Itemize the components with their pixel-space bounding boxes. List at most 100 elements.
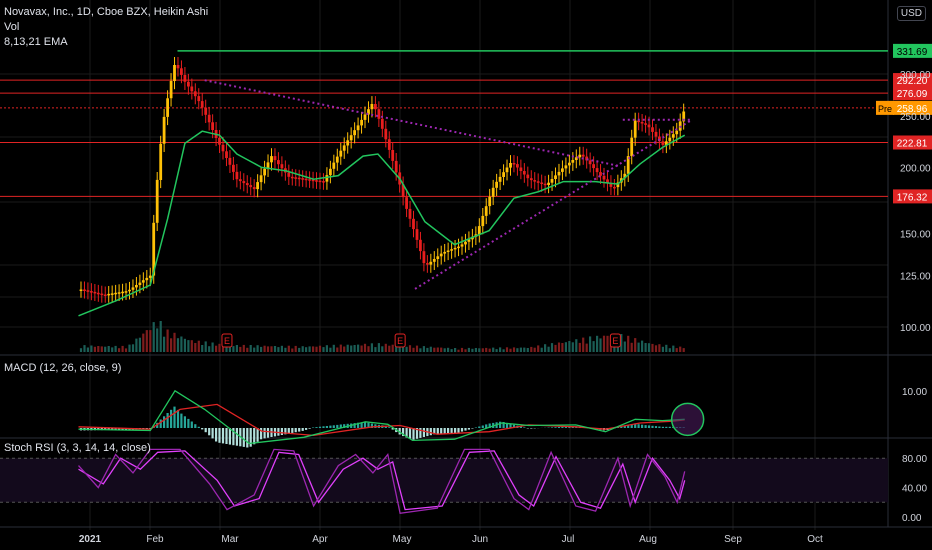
candle-body	[353, 130, 356, 136]
volume-bar	[260, 346, 263, 352]
candle-body	[630, 137, 634, 157]
macd-histogram-bar	[249, 428, 252, 447]
price-tick-label: 100.00	[900, 323, 931, 334]
candle-body	[519, 167, 523, 171]
candle-body	[498, 176, 502, 182]
level-badge	[893, 73, 932, 88]
volume-bar	[350, 345, 353, 352]
macd-histogram-bar	[474, 427, 477, 428]
pre-badge	[876, 100, 894, 115]
volume-bar	[121, 345, 124, 352]
volume-bar	[142, 333, 145, 352]
candle-body	[387, 139, 391, 150]
candle-body	[332, 162, 336, 169]
volume-bar	[131, 344, 135, 352]
candle-body	[446, 250, 450, 252]
macd-histogram-bar	[197, 426, 200, 428]
earnings-marker	[394, 333, 406, 348]
volume-bar	[107, 346, 110, 352]
volume-bar	[197, 340, 200, 352]
volume-bar	[239, 346, 242, 352]
macd-line	[78, 389, 685, 445]
volume-bar	[464, 349, 467, 352]
macd-histogram-bar	[287, 428, 290, 434]
candle-body	[432, 259, 436, 262]
macd-histogram-bar	[298, 428, 301, 432]
level-label: 176.32	[897, 192, 928, 203]
macd-histogram-bar	[180, 413, 183, 428]
volume-bar	[360, 345, 363, 352]
candle-body	[450, 249, 453, 251]
volume-bar	[312, 346, 315, 352]
volume-bar	[201, 345, 204, 352]
macd-histogram-bar	[433, 428, 436, 435]
volume-bar	[173, 332, 176, 352]
volume-bar	[665, 344, 668, 352]
macd-histogram-bar	[318, 426, 322, 428]
volume-bar	[557, 342, 561, 352]
macd-histogram-bar	[339, 424, 342, 428]
volume-bar	[204, 341, 207, 352]
macd-histogram-bar	[384, 425, 387, 428]
macd-histogram-bar	[284, 428, 287, 435]
macd-histogram-bar	[308, 428, 311, 429]
candle-body	[557, 171, 561, 176]
candle-body	[484, 206, 488, 216]
macd-histogram-bar	[260, 428, 263, 440]
time-tick-label: Apr	[312, 534, 328, 545]
macd-histogram-bar	[512, 424, 516, 428]
volume-bar	[152, 322, 155, 352]
candle-body	[651, 127, 654, 132]
macd-histogram-bar	[422, 428, 425, 437]
macd-histogram-bar	[415, 428, 419, 439]
macd-histogram-bar	[488, 423, 491, 428]
time-tick-label: Jun	[472, 534, 488, 545]
candle-body	[419, 239, 422, 252]
volume-legend: Vol	[4, 21, 20, 33]
candle-body	[664, 141, 668, 145]
currency-button[interactable]: USD	[896, 6, 926, 21]
stoch-k-line	[78, 448, 686, 515]
volume-bar	[440, 347, 443, 352]
time-tick-label: Feb	[146, 534, 164, 545]
candle-body	[495, 181, 498, 188]
volume-bar	[388, 345, 391, 352]
volume-bar	[599, 338, 602, 352]
macd-histogram-bar	[402, 428, 405, 437]
volume-bar	[488, 348, 491, 352]
candle-body	[141, 280, 145, 283]
candle-body	[263, 168, 266, 176]
volume-bar	[339, 344, 342, 352]
volume-bar	[602, 335, 606, 352]
candle-body	[211, 122, 214, 130]
volume-bar	[79, 348, 83, 352]
volume-bar	[582, 337, 585, 352]
volume-bar	[564, 342, 567, 352]
macd-histogram-bar	[450, 428, 453, 434]
candle-body	[671, 134, 675, 138]
volume-bar	[156, 328, 159, 352]
candle-body	[533, 180, 537, 182]
volume-bar	[145, 330, 148, 352]
candle-body	[297, 177, 301, 180]
candle-body	[509, 163, 512, 168]
volume-bar	[180, 336, 183, 352]
candle-body	[131, 287, 135, 290]
volume-bar	[502, 349, 505, 352]
macd-histogram-bar	[647, 425, 651, 428]
macd-histogram-bar	[329, 425, 332, 428]
candle-body	[83, 289, 86, 291]
volume-bar	[505, 347, 509, 352]
macd-histogram-bar	[370, 423, 373, 428]
volume-bar	[301, 346, 304, 352]
candle-body	[568, 162, 571, 166]
candle-body	[592, 164, 595, 169]
macd-histogram-bar	[114, 428, 117, 430]
macd-histogram-bar	[343, 424, 346, 428]
volume-bar	[287, 345, 290, 352]
volume-bar	[353, 345, 356, 352]
macd-histogram-bar	[623, 425, 626, 428]
candle-body	[266, 162, 270, 169]
volume-bar	[221, 345, 225, 352]
